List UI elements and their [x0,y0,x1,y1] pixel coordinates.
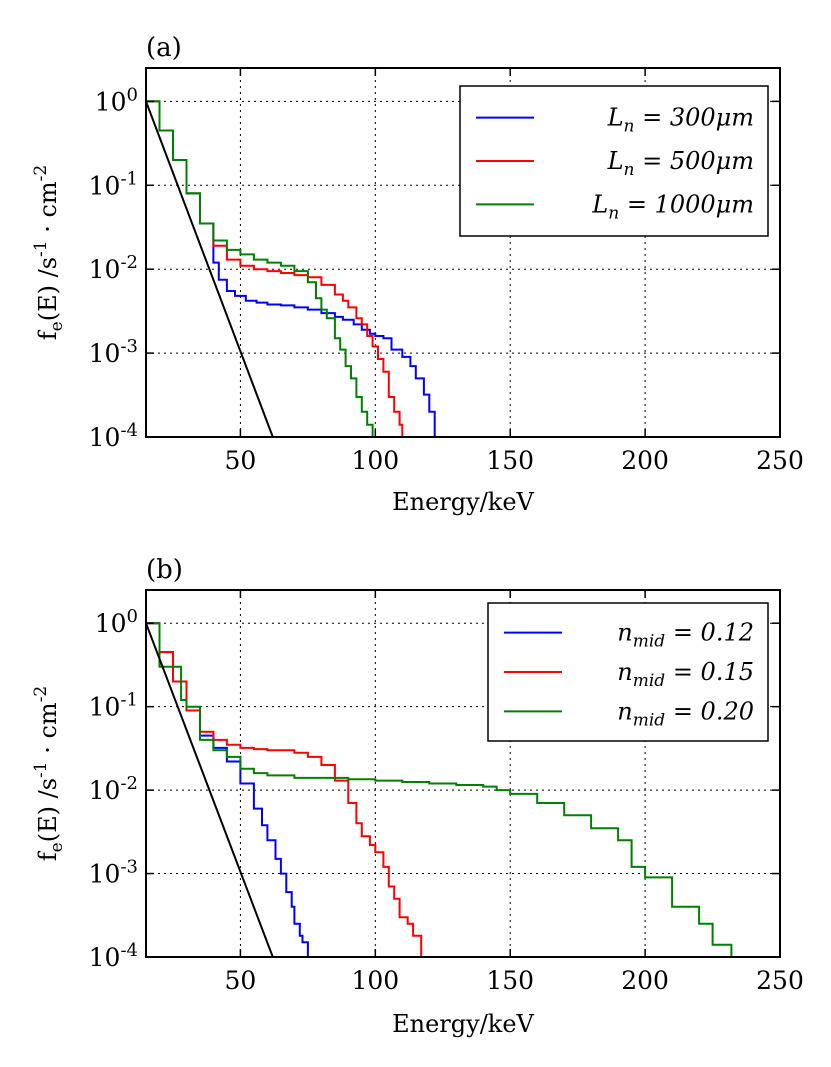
legend: nmid​ = 0.12 nmid​ = 0.15 nmid​ = 0.20 [487,602,769,742]
x-tick-label: 200 [621,966,669,995]
x-tick-label: 250 [756,446,804,475]
legend: Ln​ = 300μm Ln​ = 500μm Ln​ = 1000μm [459,85,769,237]
legend-entry: nmid​ = 0.12 [617,619,754,652]
x-tick-label: 100 [351,446,399,475]
y-tick-label: 100​ [95,84,138,116]
legend-entry: Ln​ = 300μm [607,104,754,137]
legend-entry: nmid​ = 0.15 [617,658,754,691]
y-tick-label: 10-4​ [89,940,138,972]
chart-panel-0: 50 100 150 200 250 100​ 10-1​ 10-2​ 10-3​ 10-4​ (a… [31,33,804,516]
x-axis-label: Energy/keV [392,488,534,516]
x-tick-label: 50 [225,446,257,475]
series-line-3 [146,101,274,437]
y-tick-label: 10-3​ [89,336,138,368]
y-axis-label: fe​(E) /s-1​ · cm-2​ [31,165,67,340]
y-tick-label: 100​ [95,606,138,638]
x-tick-label: 250 [756,966,804,995]
x-tick-label: 50 [225,966,257,995]
x-tick-label: 150 [486,966,534,995]
y-tick-label: 10-4​ [89,420,138,452]
chart-panel-1: 50 100 150 200 250 100​ 10-1​ 10-2​ 10-3​ 10-4​ (b… [31,555,804,1038]
series-line-2 [146,100,374,437]
x-tick-label: 100 [351,966,399,995]
plot-frame [145,67,781,438]
y-axis-label: fe​(E) /s-1​ · cm-2​ [31,686,67,861]
legend-entry: Ln​ = 500μm [607,147,754,180]
x-tick-label: 150 [486,446,534,475]
series-line-3 [146,622,274,957]
plot-frame [145,589,781,958]
series-line-1 [146,622,423,957]
series-line-2 [146,622,733,957]
legend-entry: nmid​ = 0.20 [617,697,754,730]
legend-entry: Ln​ = 1000μm [591,190,754,223]
panel-label: (a) [146,33,182,63]
y-tick-label: 10-2​ [89,252,138,284]
y-tick-label: 10-2​ [89,773,138,805]
panel-label: (b) [146,555,183,585]
y-tick-label: 10-3​ [89,857,138,889]
y-tick-label: 10-1​ [89,690,138,722]
x-axis-label: Energy/keV [392,1010,534,1038]
x-tick-label: 200 [621,446,669,475]
y-tick-label: 10-1​ [89,168,138,200]
